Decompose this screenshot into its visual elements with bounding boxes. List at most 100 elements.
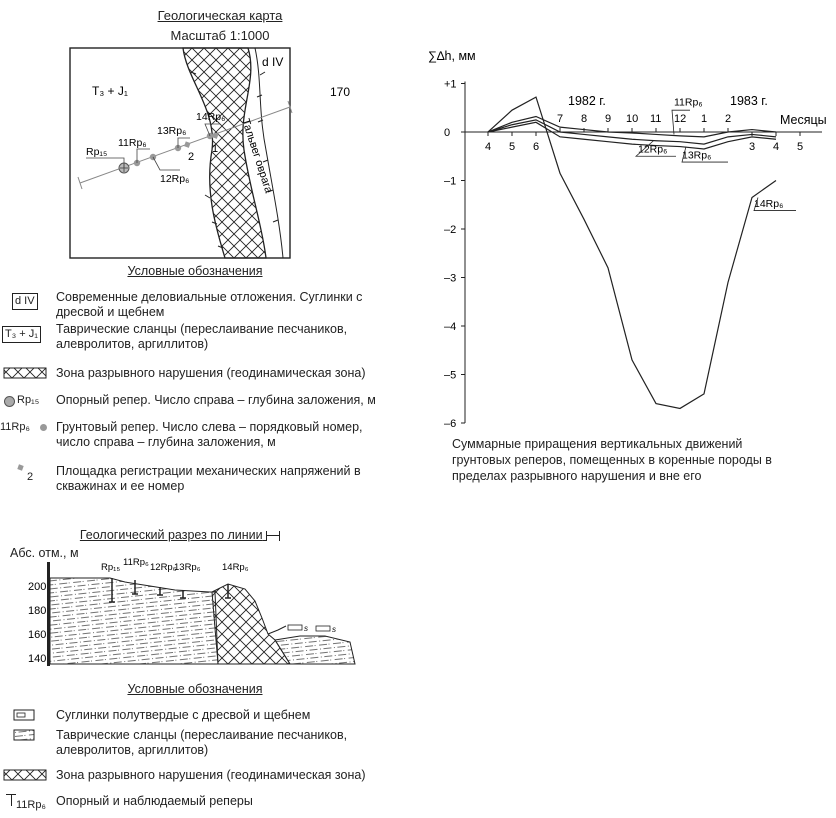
x-tick-label-lower: 5 [509,141,515,153]
legend2-text-rep: Опорный и наблюдаемый реперы [56,794,253,808]
legend1-text-div: Современные деловиальные отложения. Сугл… [56,290,363,319]
benchmark-icon [4,396,15,407]
rp15-symbol: Rp₁₅ [0,393,50,409]
legend2-title: Условные обозначения [127,682,263,696]
x-tick-label-upper: 10 [626,113,638,125]
map-label-r12: 12Rp₆ [160,173,189,185]
loam-marks: s s [287,624,336,634]
legend2-text-loam: Суглинки полутвердые с дресвой и щебнем [56,708,311,722]
map-label-r11: 11Rp₆ [118,137,147,149]
series-label: 12Rp₆ [638,143,667,155]
x-tick-label-upper: 8 [581,113,587,125]
x-tick-label-upper: 7 [557,113,563,125]
x-tick-label-upper: 9 [605,113,611,125]
x-tick-label-upper: 12 [674,113,686,125]
y-tick-label: 0 [444,127,450,139]
map-title: Геологическая карта [157,8,283,23]
y-tick-label: +1 [444,79,457,91]
section-yaxis-label: Абс. отм., м [10,546,79,560]
svg-text:s: s [304,624,308,633]
legend1-text-grunt: Грунтовый репер. Число слева – порядковы… [56,420,363,449]
svg-text:160: 160 [28,629,46,641]
x-tick-label-upper: 2 [725,113,731,125]
loam-layer [274,635,356,665]
site2-marker [184,141,191,148]
div-symbol: d IV [0,290,50,310]
series-line [487,119,777,145]
y-tick-label: –5 [444,370,456,382]
map-label-div: d IV [262,55,283,69]
y-tick-label: –4 [444,321,456,333]
x-tick-label-lower: 3 [749,141,755,153]
site-marker-icon [17,464,24,471]
slate-symbol [0,728,50,744]
t3j1-symbol: T₃ + J₁ [0,322,50,343]
series-line [487,115,777,138]
legend2-text-fault: Зона разрывного нарушения (геодинамическ… [56,768,366,782]
svg-text:200: 200 [28,581,46,593]
map-label-170: 170 [330,85,350,99]
fault-zone-symbol-2 [0,768,50,784]
svg-text:14Rp₆: 14Rp₆ [222,562,249,573]
svg-text:13Rp₆: 13Rp₆ [174,562,201,573]
geological-map: Rp₁₅ 11Rp₆ 12Rp₆ 13Rp₆ 14Rp₆ 1 2 d IV T₃… [69,47,350,259]
map-scale: Масштаб 1:1000 [170,28,270,43]
x-tick-label-lower: 5 [797,141,803,153]
site1-marker [212,132,219,139]
section-fault-zone [211,583,291,665]
map-label-r13: 13Rp₆ [157,125,186,137]
svg-text:12Rp₆: 12Rp₆ [150,562,177,573]
series-leader [681,146,728,163]
site-symbol: 2 [0,464,50,483]
year-label-1983: 1983 г. [730,94,768,108]
x-tick-label-lower: 6 [533,141,539,153]
svg-text:180: 180 [28,605,46,617]
map-label-rp15: Rp₁₅ [86,146,107,158]
legend1-text-rp15: Опорный репер. Число справа – глубина за… [56,393,376,407]
y-tick-label: –3 [444,273,456,285]
legend1-text-t3j1: Таврические сланцы (переслаивание песчан… [56,322,348,351]
svg-text:Rp₁₅: Rp₁₅ [101,562,120,573]
legend2-text-slate: Таврические сланцы (переслаивание песчан… [56,728,348,757]
series-leader [671,109,690,135]
legend1-title: Условные обозначения [127,264,263,278]
series-leader [634,139,676,157]
map-label-r14: 14Rp₆ [196,111,225,123]
y-tick-label: –6 [444,418,456,430]
slate-body [49,577,219,665]
x-tick-label-upper: 11 [650,113,661,125]
map-label-site1: 1 [212,143,218,155]
section-ticks: 200 180 160 140 [28,581,46,665]
y-tick-label: –1 [444,176,456,188]
y-tick-label: –2 [444,224,456,236]
loam-symbol [0,708,50,724]
series-line [487,121,777,150]
series-label: 14Rp₆ [754,198,783,210]
x-tick-label-upper: 1 [701,113,707,125]
svg-text:140: 140 [28,653,46,665]
profile-line-symbol [266,530,281,541]
map-label-t3j1: T₃ + J₁ [92,84,128,98]
chart-caption: Суммарные приращения вертикальных движен… [452,437,772,483]
svg-text:s: s [332,625,336,634]
div-ticks [190,71,279,249]
svg-text:11Rp₆: 11Rp₆ [123,557,149,568]
grunt-symbol: 11Rp₆ [0,420,50,436]
series-label: 13Rp₆ [682,150,711,162]
legend1-text-site: Площадка регистрации механических напряж… [56,464,361,493]
legend1-text-fault: Зона разрывного нарушения (геодинамическ… [56,366,366,380]
chart-ylabel: ∑∆h, мм [428,49,476,63]
x-tick-label-lower: 4 [773,141,779,153]
settlement-chart: ∑∆h, мм+10–1–2–3–4–5–64 5 6 3 4 57 8 9 10 11 12 1 21… [428,49,827,430]
grunt-point-icon [40,424,47,431]
benchmark-rod-symbol: 11Rp₆ [0,794,50,811]
year-label-1982: 1982 г. [568,94,606,108]
x-tick-label-lower: 4 [485,141,491,153]
section-title: Геологический разрез по линии [70,528,290,542]
fault-zone [182,47,267,259]
series-leader [753,197,796,211]
series-label: 11Rp₆ [674,96,703,108]
series-line [487,96,777,410]
fault-zone-symbol [0,366,50,382]
geological-section: 200 180 160 140 Rp₁₅ 11Rp₆ 12Rp₆ 13Rp₆ 1… [28,557,356,666]
